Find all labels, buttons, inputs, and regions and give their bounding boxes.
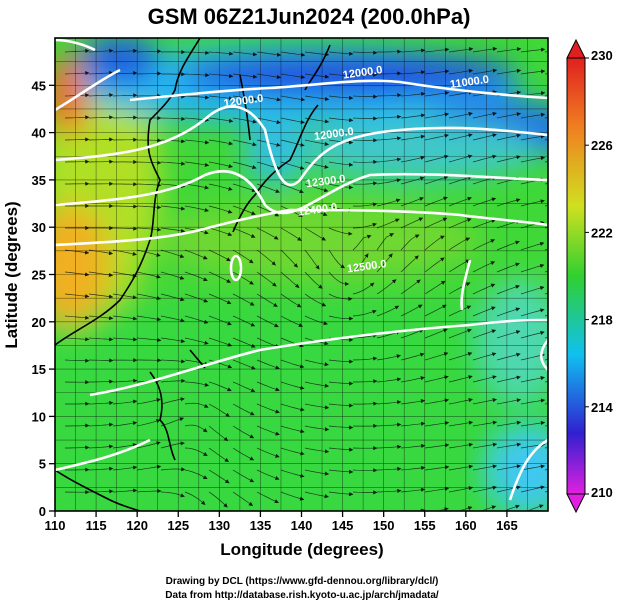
y-axis-ticks: 0 5 10 15 20 25 30 35 40 45 (32, 78, 55, 519)
x-tick-label: 145 (332, 518, 354, 533)
contour-label: 12400.0 (297, 201, 338, 218)
y-tick-label: 5 (39, 457, 46, 472)
x-tick-label: 150 (373, 518, 395, 533)
colorbar-label: 222 (591, 225, 613, 240)
contour-label: 12500.0 (346, 258, 387, 275)
colorbar-label: 218 (591, 313, 613, 328)
x-tick-label: 165 (496, 518, 518, 533)
colorbar-label: 214 (591, 400, 613, 415)
colorbar-label: 210 (591, 485, 613, 500)
x-tick-label: 130 (208, 518, 230, 533)
y-tick-label: 30 (32, 220, 46, 235)
contour-labels: 11000.0 12000.0 12000.0 12000.0 12300.0 12400… (223, 64, 490, 275)
coastlines (55, 38, 331, 511)
y-tick-label: 25 (32, 268, 46, 283)
x-tick-label: 125 (167, 518, 189, 533)
y-tick-label: 15 (32, 362, 46, 377)
contour-label: 12300.0 (305, 173, 346, 190)
map-grid (54, 37, 549, 512)
x-tick-label: 140 (291, 518, 313, 533)
x-tick-label: 120 (126, 518, 148, 533)
y-tick-label: 10 (32, 409, 46, 424)
chart-title: GSM 06Z21Jun2024 (200.0hPa) (148, 4, 471, 29)
colorbar-label: 230 (591, 48, 613, 63)
x-tick-label: 110 (45, 518, 66, 533)
contour-label: 12000.0 (223, 93, 264, 110)
y-tick-label: 0 (39, 504, 46, 519)
y-axis-label: Latitude (degrees) (2, 201, 21, 348)
x-tick-label: 155 (414, 518, 436, 533)
x-tick-label: 135 (250, 518, 272, 533)
y-tick-label: 35 (32, 173, 46, 188)
y-tick-label: 40 (32, 126, 46, 141)
credit-data: Data from http://database.rish.kyoto-u.a… (165, 590, 439, 601)
x-tick-label: 160 (455, 518, 477, 533)
x-axis-ticks: 110 115 120 125 130 135 140 145 150 155 160 165 (45, 511, 518, 533)
x-tick-label: 115 (86, 518, 107, 533)
credit-drawing: Drawing by DCL (https://www.gfd-dennou.o… (166, 576, 439, 587)
x-axis-label: Longitude (degrees) (220, 540, 383, 559)
colorbar: 230 226 222 218 214 210 (566, 38, 613, 514)
y-tick-label: 20 (32, 315, 46, 330)
contour-label: 12000.0 (342, 64, 383, 81)
colorbar-label: 226 (591, 138, 613, 153)
y-tick-label: 45 (32, 78, 46, 93)
height-contours (55, 38, 548, 501)
contour-label: 11000.0 (449, 74, 489, 91)
temperature-field (55, 38, 548, 511)
contour-label: 12000.0 (313, 126, 354, 143)
